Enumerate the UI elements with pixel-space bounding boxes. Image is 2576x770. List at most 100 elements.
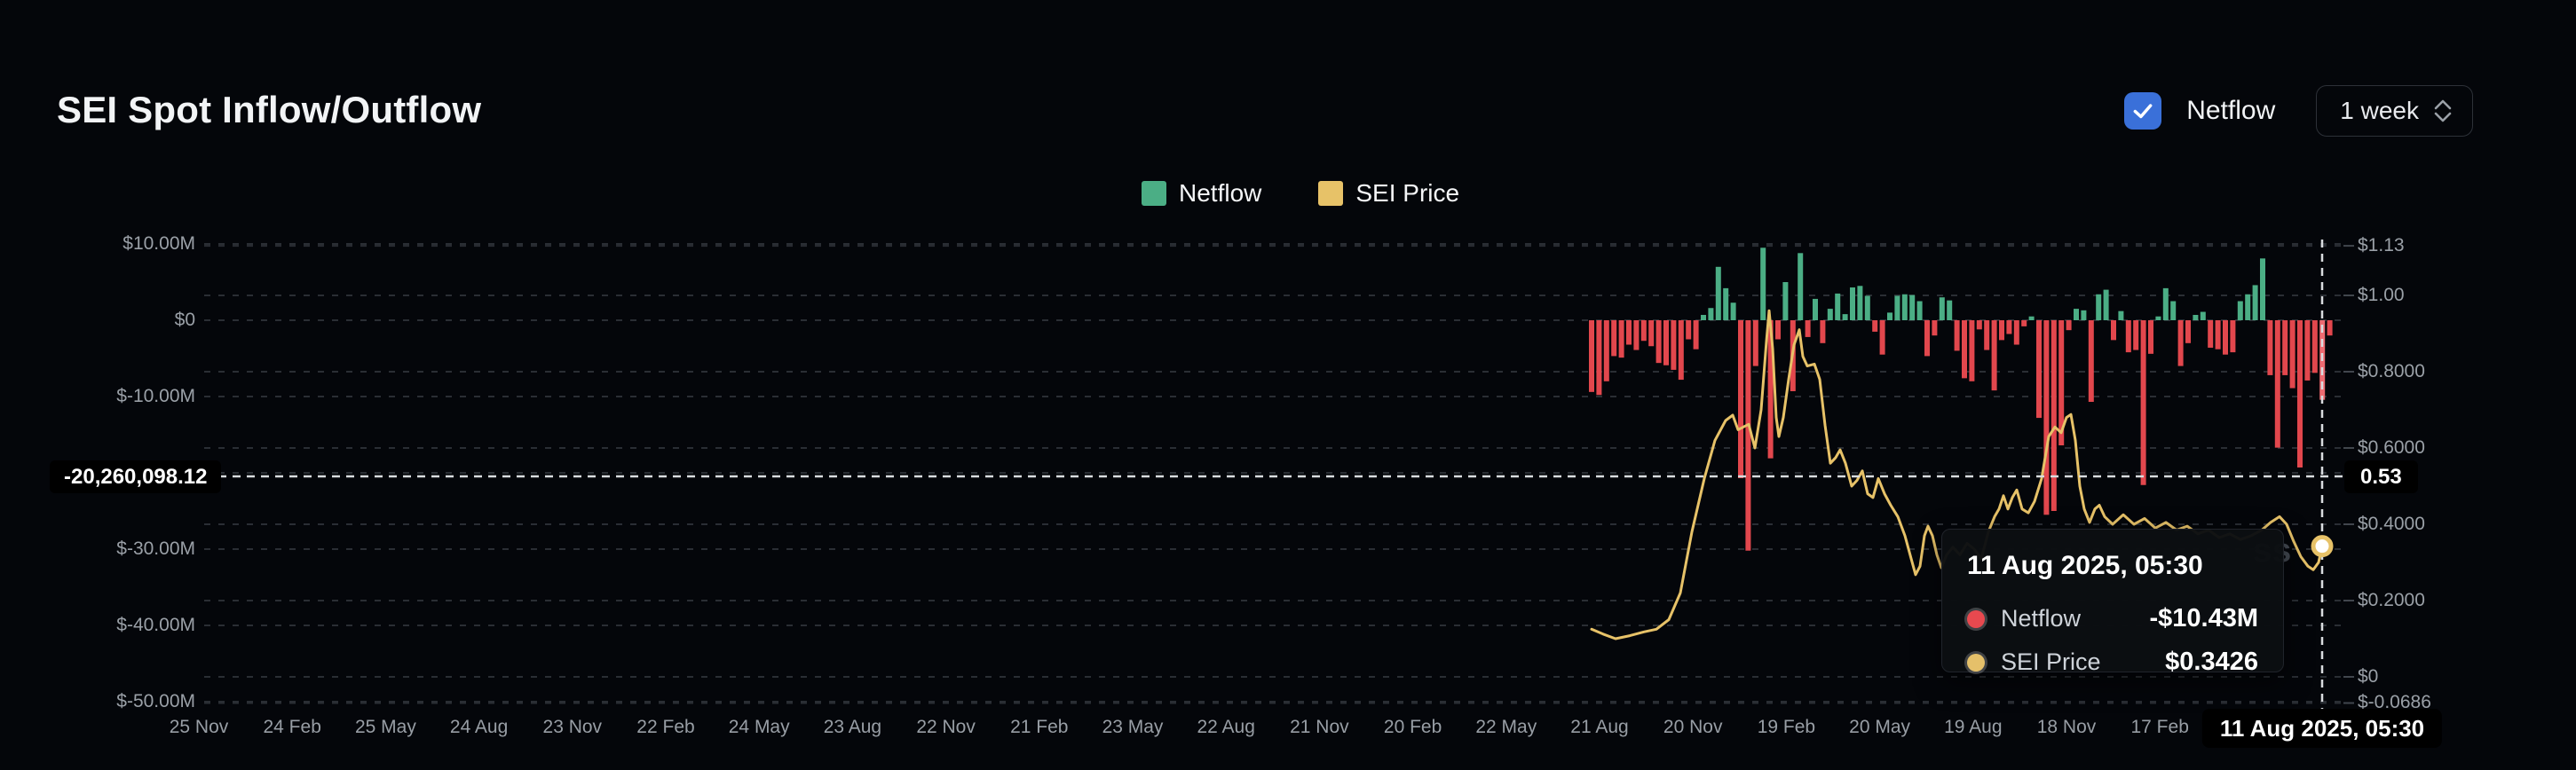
netflow-bar[interactable]	[2013, 320, 2019, 345]
netflow-bar[interactable]	[2177, 320, 2184, 366]
netflow-bar[interactable]	[2311, 320, 2318, 373]
netflow-bar[interactable]	[2208, 320, 2214, 348]
netflow-bar[interactable]	[2058, 320, 2065, 446]
netflow-bar[interactable]	[2155, 316, 2161, 320]
netflow-bar[interactable]	[1633, 320, 1640, 350]
netflow-bar[interactable]	[1813, 298, 1818, 320]
netflow-bar[interactable]	[1738, 320, 1743, 479]
netflow-bar[interactable]	[1872, 320, 1878, 332]
netflow-bar[interactable]	[2162, 287, 2169, 320]
netflow-bar[interactable]	[1603, 320, 1609, 381]
netflow-bar[interactable]	[1655, 320, 1662, 364]
netflow-bar[interactable]	[1678, 320, 1684, 381]
netflow-bar[interactable]	[2043, 320, 2050, 515]
netflow-bar[interactable]	[2125, 320, 2131, 353]
netflow-bar[interactable]	[2267, 320, 2273, 375]
netflow-bar[interactable]	[1589, 320, 1594, 392]
netflow-bar[interactable]	[1648, 320, 1655, 347]
netflow-bar[interactable]	[2297, 320, 2303, 468]
netflow-bar[interactable]	[2074, 309, 2079, 320]
netflow-bar[interactable]	[1775, 320, 1781, 340]
netflow-bar[interactable]	[1894, 295, 1900, 320]
legend-item-sei-price[interactable]: SEI Price	[1318, 179, 1459, 208]
netflow-bar[interactable]	[1663, 320, 1669, 365]
netflow-checkbox-label[interactable]: Netflow	[2186, 96, 2276, 125]
netflow-bar[interactable]	[2245, 294, 2251, 320]
netflow-bar[interactable]	[1686, 320, 1692, 340]
netflow-bar[interactable]	[1805, 320, 1811, 337]
netflow-bar[interactable]	[1864, 295, 1870, 320]
netflow-bar[interactable]	[2118, 310, 2124, 320]
netflow-bar[interactable]	[2304, 320, 2311, 381]
netflow-bar[interactable]	[1969, 320, 1975, 381]
netflow-bar[interactable]	[2096, 294, 2102, 320]
netflow-bar[interactable]	[1715, 266, 1721, 320]
netflow-bar[interactable]	[1827, 309, 1833, 320]
netflow-bar[interactable]	[2193, 314, 2199, 320]
netflow-bar[interactable]	[1693, 320, 1699, 350]
netflow-bar[interactable]	[1640, 320, 1647, 342]
netflow-bar[interactable]	[1932, 320, 1938, 336]
netflow-bar[interactable]	[2230, 320, 2236, 353]
netflow-bar[interactable]	[2081, 310, 2087, 320]
netflow-bar[interactable]	[1947, 300, 1953, 320]
netflow-bar[interactable]	[1939, 297, 1945, 320]
netflow-bar[interactable]	[1745, 320, 1751, 551]
netflow-bar[interactable]	[2140, 320, 2146, 485]
netflow-checkbox[interactable]	[2124, 92, 2162, 130]
netflow-bar[interactable]	[1730, 302, 1736, 320]
netflow-bar[interactable]	[1962, 320, 1967, 379]
netflow-bar[interactable]	[1857, 286, 1863, 320]
netflow-bar[interactable]	[1708, 308, 1714, 320]
netflow-bar[interactable]	[1976, 320, 1982, 330]
netflow-bar[interactable]	[2103, 289, 2109, 320]
netflow-bar[interactable]	[2237, 301, 2243, 321]
netflow-bar[interactable]	[2215, 320, 2221, 350]
netflow-bar[interactable]	[1999, 320, 2004, 341]
netflow-bar[interactable]	[2066, 320, 2072, 331]
netflow-bar[interactable]	[2088, 320, 2094, 403]
netflow-bar[interactable]	[1760, 248, 1766, 320]
netflow-bar[interactable]	[2327, 320, 2333, 336]
netflow-bar[interactable]	[2051, 320, 2057, 511]
netflow-bar[interactable]	[2289, 320, 2295, 389]
netflow-bar[interactable]	[1954, 320, 1960, 351]
legend-item-netflow[interactable]: Netflow	[1142, 179, 1261, 208]
netflow-bar[interactable]	[1618, 320, 1624, 358]
netflow-bar[interactable]	[1767, 320, 1774, 459]
netflow-bar[interactable]	[2170, 301, 2177, 321]
netflow-bar[interactable]	[2260, 258, 2265, 320]
netflow-bar[interactable]	[2028, 316, 2035, 320]
netflow-bar[interactable]	[2252, 285, 2258, 320]
netflow-bar[interactable]	[1671, 320, 1677, 370]
netflow-bar[interactable]	[2148, 320, 2153, 354]
netflow-bar[interactable]	[1820, 320, 1826, 343]
netflow-bar[interactable]	[1850, 287, 1855, 320]
netflow-bar[interactable]	[1901, 294, 1908, 320]
netflow-bar[interactable]	[1879, 320, 1885, 355]
netflow-bar[interactable]	[2185, 320, 2191, 343]
netflow-bar[interactable]	[2111, 320, 2116, 341]
netflow-bar[interactable]	[1991, 320, 1997, 391]
netflow-bar[interactable]	[1596, 320, 1602, 396]
netflow-bar[interactable]	[1782, 282, 1789, 320]
netflow-bar[interactable]	[1909, 295, 1916, 320]
netflow-bar[interactable]	[1611, 320, 1617, 357]
netflow-bar[interactable]	[1835, 293, 1841, 320]
netflow-bar[interactable]	[1752, 320, 1758, 366]
netflow-bar[interactable]	[1626, 320, 1632, 345]
netflow-bar[interactable]	[1924, 320, 1930, 357]
netflow-bar[interactable]	[1984, 320, 1990, 350]
netflow-bar[interactable]	[1701, 314, 1706, 320]
netflow-bar[interactable]	[1798, 253, 1804, 320]
interval-select[interactable]: 1 week	[2316, 85, 2473, 137]
netflow-bar[interactable]	[2282, 320, 2288, 375]
netflow-bar[interactable]	[2223, 320, 2228, 355]
netflow-bar[interactable]	[2006, 320, 2012, 334]
netflow-bar[interactable]	[2021, 320, 2027, 326]
netflow-bar[interactable]	[1842, 314, 1848, 320]
netflow-bar[interactable]	[2133, 320, 2139, 350]
netflow-bar[interactable]	[1723, 287, 1729, 320]
netflow-bar[interactable]	[2036, 320, 2042, 419]
